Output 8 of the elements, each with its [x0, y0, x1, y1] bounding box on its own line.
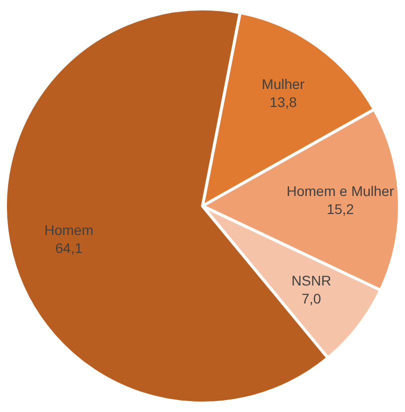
slice-label: Mulher — [262, 76, 305, 92]
slice-label: Homem e Mulher — [286, 182, 394, 199]
data-label: 7,0 — [302, 290, 322, 307]
slice-label: Homem — [44, 222, 94, 238]
data-label: 15,2 — [326, 200, 354, 217]
data-label: 13,8 — [270, 94, 298, 110]
data-label: 64,1 — [55, 240, 83, 256]
slice-label: NSNR — [292, 272, 332, 289]
